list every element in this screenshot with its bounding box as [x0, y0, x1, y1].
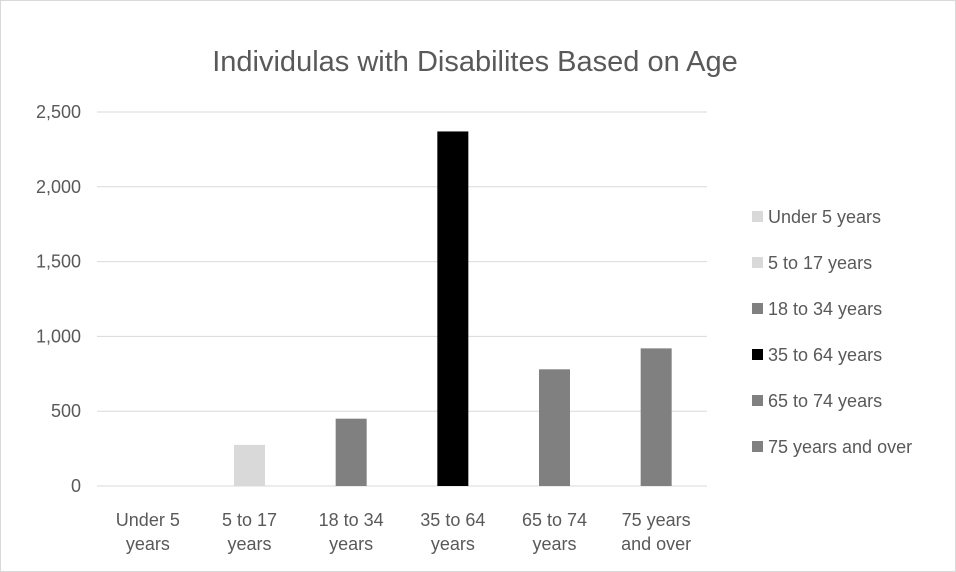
legend-label: Under 5 years: [768, 207, 881, 227]
legend-label: 35 to 64 years: [768, 345, 882, 365]
bar: [437, 131, 469, 486]
legend: Under 5 years 5 to 17 years 18 to 34 years…: [752, 207, 912, 457]
y-axis: 0 500 1,000 1,500 2,000 2,500: [36, 102, 81, 496]
x-tick-label: 5 to 17 years: [222, 510, 277, 554]
y-tick-label: 1,000: [36, 326, 81, 346]
legend-label: 65 to 74 years: [768, 391, 882, 411]
x-tick-label: 65 to 74 years: [522, 510, 587, 554]
bars: [234, 131, 672, 486]
legend-swatch: [752, 211, 763, 222]
y-tick-label: 1,500: [36, 252, 81, 272]
legend-label: 5 to 17 years: [768, 253, 872, 273]
x-axis: Under 5 years 5 to 17 years 18 to 34 years 35 …: [116, 510, 691, 554]
gridlines: [97, 111, 707, 487]
bar: [234, 444, 265, 486]
y-tick-label: 2,500: [36, 102, 81, 122]
legend-swatch: [752, 441, 763, 452]
y-tick-label: 2,000: [36, 177, 81, 197]
legend-swatch: [752, 257, 763, 268]
chart-title: Individulas with Disabilites Based on Ag…: [212, 46, 738, 78]
legend-swatch: [752, 395, 763, 406]
bar: [539, 369, 570, 486]
x-tick-label: 75 years and over: [621, 510, 691, 554]
legend-swatch: [752, 349, 763, 360]
x-tick-label: 18 to 34 years: [319, 510, 384, 554]
x-tick-label: 35 to 64 years: [420, 510, 485, 554]
bar: [335, 418, 367, 486]
legend-swatch: [752, 303, 763, 314]
y-tick-label: 0: [71, 476, 81, 496]
legend-label: 75 years and over: [768, 437, 912, 457]
legend-label: 18 to 34 years: [768, 299, 882, 319]
y-tick-label: 500: [51, 401, 81, 421]
bar: [640, 348, 672, 486]
x-tick-label: Under 5 years: [116, 510, 180, 554]
